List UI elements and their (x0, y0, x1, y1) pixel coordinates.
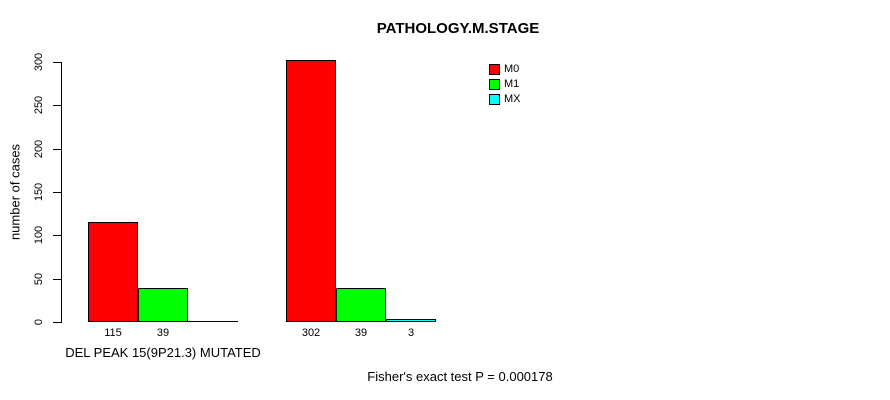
y-axis-tick-label: 50 (33, 272, 45, 286)
bar-value-label: 39 (354, 327, 368, 339)
y-axis-line (61, 62, 62, 323)
y-axis-tick-label: 100 (33, 225, 45, 245)
bar-m0-group1 (88, 222, 138, 322)
legend-swatch-mx (489, 94, 500, 105)
y-axis-tick (53, 149, 61, 150)
legend-swatch-m0 (489, 64, 500, 75)
y-axis-tick-label: 200 (33, 139, 45, 159)
bar-m1-group1 (138, 288, 188, 322)
bar-m1-group2 (336, 288, 386, 322)
y-axis-title: number of cases (7, 143, 23, 241)
y-axis-tick-label: 150 (33, 182, 45, 202)
bar-value-label: 39 (156, 327, 170, 339)
legend-swatch-m1 (489, 79, 500, 90)
bar-value-label: 3 (407, 327, 415, 339)
legend-label: MX (504, 93, 521, 105)
bar-value-label: 115 (104, 327, 122, 339)
x-axis-group-label: DEL PEAK 15(9P21.3) MUTATED (65, 345, 261, 360)
chart-title: PATHOLOGY.M.STAGE (376, 20, 540, 37)
y-axis-tick (53, 62, 61, 63)
y-axis-tick (53, 192, 61, 193)
bar-m0-group2 (286, 60, 336, 322)
y-axis-tick (53, 235, 61, 236)
y-axis-tick-label: 250 (33, 95, 45, 115)
legend-label: M0 (504, 63, 520, 75)
bar-value-label: 302 (301, 327, 321, 339)
y-axis-tick-label: 300 (33, 52, 45, 72)
y-axis-tick-label: 0 (33, 318, 45, 326)
y-axis-tick (53, 279, 61, 280)
fisher-test-annotation: Fisher's exact test P = 0.000178 (367, 369, 553, 384)
y-axis-tick (53, 105, 61, 106)
y-axis-tick (53, 322, 61, 323)
legend-label: M1 (504, 78, 520, 90)
bar-mx-group2 (386, 319, 436, 322)
